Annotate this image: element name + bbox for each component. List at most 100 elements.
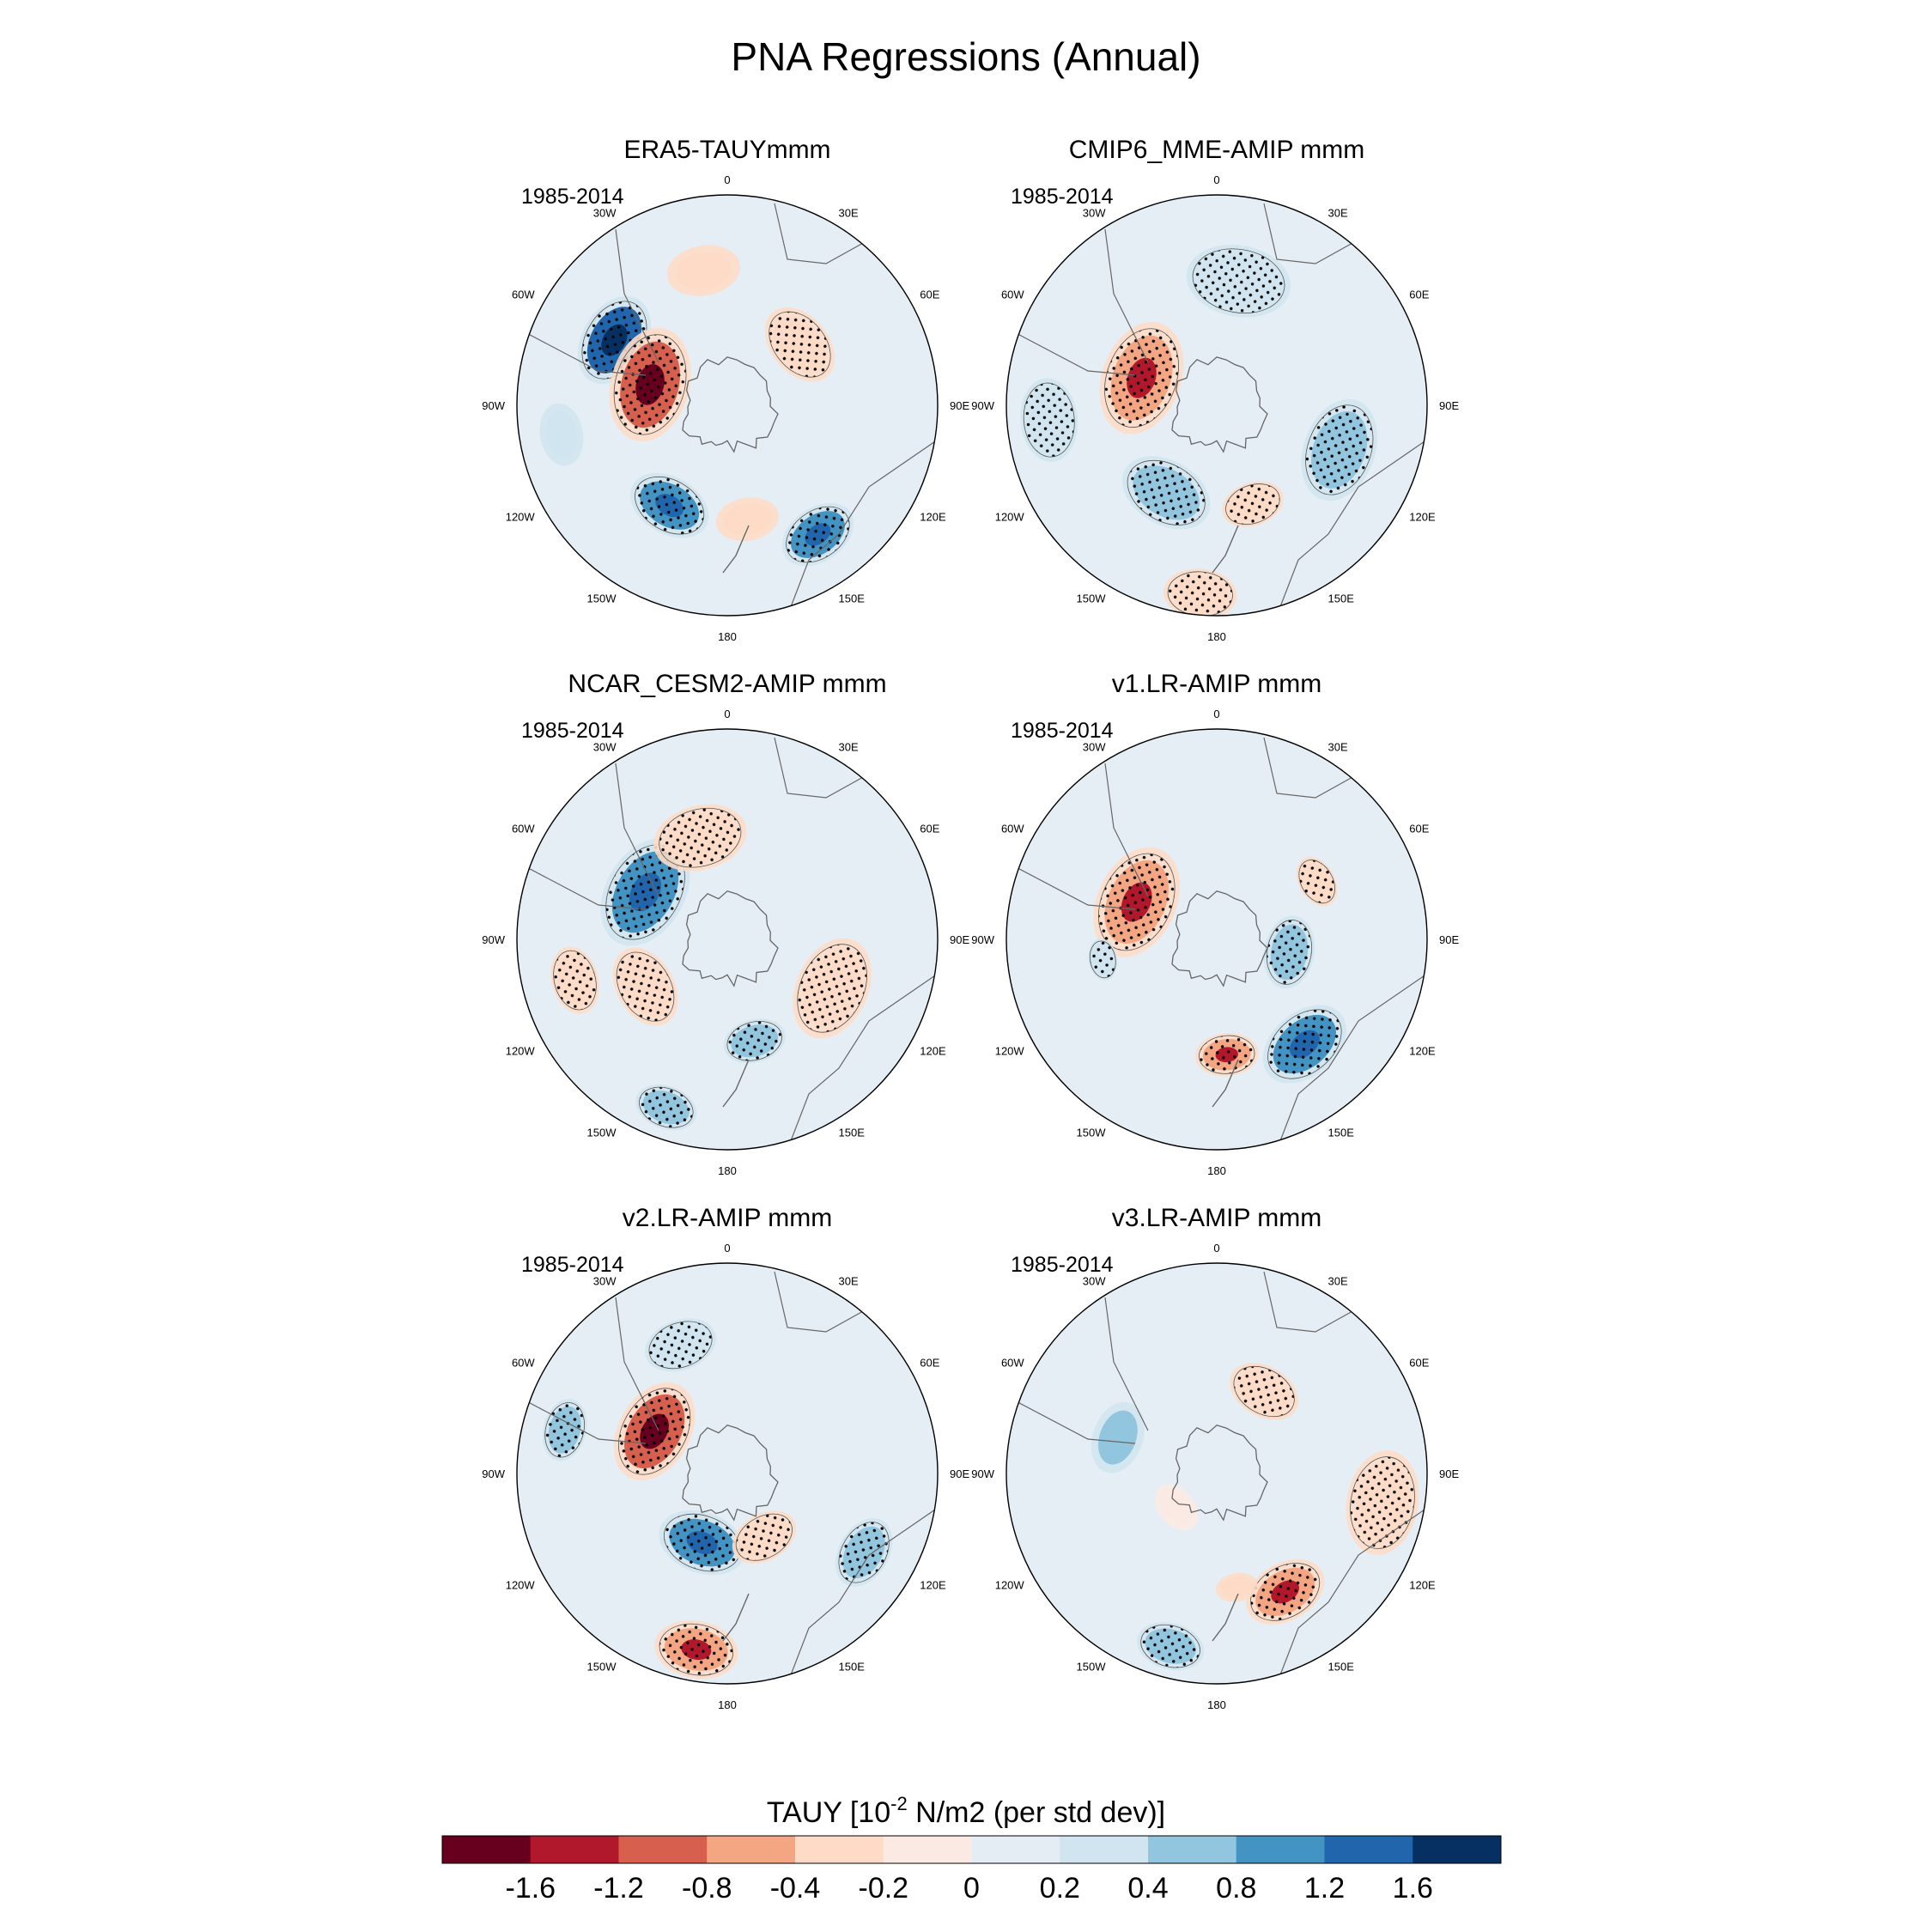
map-frame	[516, 728, 939, 1151]
significance-stipple	[735, 1513, 793, 1561]
colorbar-tick-label: 0.4	[1127, 1872, 1168, 1905]
significance-stipple	[1250, 1563, 1321, 1621]
panel-period: 1985-2014	[521, 719, 624, 743]
colorbar-bin	[707, 1836, 796, 1863]
longitude-label: 150W	[587, 1126, 617, 1139]
significance-stipple	[1127, 459, 1206, 526]
continent-outline	[1006, 762, 1149, 910]
longitude-label: 0	[724, 173, 730, 186]
panel-title: v3.LR-AMIP mmm	[1112, 1204, 1321, 1232]
map-frame	[1005, 728, 1428, 1151]
colorbar-bin	[1236, 1836, 1325, 1863]
colorbar-tick-label: -0.8	[682, 1872, 732, 1905]
longitude-label: 150E	[1328, 592, 1355, 605]
significance-stipple	[1233, 1365, 1295, 1418]
significance-stipple	[635, 476, 705, 535]
significance-stipple	[1225, 483, 1280, 526]
longitude-label: 0	[1213, 1242, 1219, 1255]
longitude-label: 60W	[1001, 1357, 1024, 1370]
longitude-label: 90E	[950, 1467, 969, 1480]
significance-stipple	[1097, 853, 1176, 951]
significance-stipple	[616, 951, 675, 1022]
longitude-label: 60E	[1409, 289, 1429, 301]
longitude-label: 60W	[1001, 823, 1024, 835]
longitude-label: 150W	[1077, 1660, 1107, 1673]
longitude-label: 120W	[995, 511, 1025, 524]
continent-outline	[774, 203, 866, 264]
significance-stipple	[648, 1321, 713, 1370]
longitude-label: 150E	[839, 592, 866, 605]
continent-outline	[722, 525, 750, 574]
longitude-label: 90W	[971, 1467, 994, 1480]
continent-outline	[722, 1593, 750, 1642]
significance-stipple	[838, 1522, 890, 1583]
panel-title: v1.LR-AMIP mmm	[1112, 670, 1321, 698]
map-panel: CMIP6_MME-AMIP mmm 1985-2014 0 30E 60E 90E 120…	[971, 136, 1459, 643]
longitude-label: 60E	[1409, 1357, 1429, 1370]
colorbar-label: TAUY [10-2 N/m2 (per std dev)]	[767, 1793, 1165, 1829]
colorbar-bin	[883, 1836, 972, 1863]
longitude-label: 150E	[1328, 1660, 1355, 1673]
longitude-label: 150W	[1077, 592, 1107, 605]
colorbar-tick-label: 1.6	[1393, 1872, 1433, 1905]
map-panels: ERA5-TAUYmmm 1985-2014 0 30E 60E 90E 120E 150E 1…	[482, 136, 1459, 1711]
colorbar-bin	[1060, 1836, 1149, 1863]
longitude-label: 120E	[920, 1045, 946, 1058]
longitude-label: 120W	[506, 1579, 536, 1592]
significance-stipple	[726, 1021, 782, 1061]
continent-outline	[1212, 1593, 1239, 1642]
longitude-label: 30E	[1328, 741, 1348, 754]
colorbar-bin	[618, 1836, 708, 1863]
map-disk	[1006, 195, 1427, 616]
significance-stipple	[1350, 1456, 1415, 1549]
antarctica-coastline	[1171, 890, 1268, 987]
longitude-label: 180	[1207, 630, 1226, 643]
continent-outline	[517, 228, 659, 376]
longitude-label: 120E	[1409, 1579, 1436, 1592]
longitude-label: 30E	[1328, 207, 1348, 220]
longitude-label: 180	[1207, 1698, 1226, 1711]
longitude-label: 60E	[920, 1357, 939, 1370]
longitude-label: 0	[724, 708, 730, 720]
significance-stipple	[1298, 860, 1335, 904]
longitude-label: 150E	[839, 1660, 866, 1673]
significance-stipple	[613, 334, 687, 435]
longitude-label: 30W	[1083, 207, 1106, 220]
colorbar-tick-label: 0.8	[1216, 1872, 1256, 1905]
colorbar-frame	[441, 1835, 1502, 1864]
colorbar-tick-label: -0.4	[770, 1872, 821, 1905]
colorbar-tick-label: -1.6	[506, 1872, 556, 1905]
significance-stipple	[786, 506, 850, 563]
significance-stipple	[1267, 1009, 1342, 1079]
significance-stipple	[639, 1086, 694, 1128]
longitude-label: 30E	[1328, 1275, 1348, 1288]
anomaly-region	[676, 252, 732, 289]
figure-title: PNA Regressions (Annual)	[731, 34, 1200, 79]
map-panel: v2.LR-AMIP mmm 1985-2014 0 30E 60E 90E 120E 150…	[482, 1204, 969, 1711]
continent-outline	[517, 1297, 659, 1444]
significance-stipple	[659, 1623, 734, 1676]
antarctica-coastline	[682, 356, 779, 453]
panel-title: NCAR_CESM2-AMIP mmm	[568, 670, 886, 698]
map-disk	[517, 1263, 938, 1684]
panel-title: v2.LR-AMIP mmm	[623, 1204, 832, 1232]
longitude-label: 150W	[1077, 1126, 1107, 1139]
map-frame	[1005, 1262, 1428, 1685]
significance-stipple	[553, 950, 597, 1011]
longitude-label: 30W	[593, 741, 617, 754]
anomaly-region	[545, 410, 578, 459]
longitude-label: 120W	[506, 511, 536, 524]
longitude-label: 90E	[1439, 1467, 1459, 1480]
longitude-label: 30W	[593, 207, 617, 220]
continent-outline	[787, 973, 938, 1150]
map-disk	[1006, 729, 1427, 1150]
significance-stipple	[659, 807, 742, 868]
longitude-label: 150E	[839, 1126, 866, 1139]
colorbar-bin	[1413, 1836, 1502, 1863]
significance-stipple	[1305, 404, 1374, 495]
longitude-label: 120E	[920, 1579, 946, 1592]
panel-period: 1985-2014	[1011, 719, 1114, 743]
continent-outline	[774, 1271, 866, 1333]
panel-period: 1985-2014	[521, 1253, 624, 1277]
